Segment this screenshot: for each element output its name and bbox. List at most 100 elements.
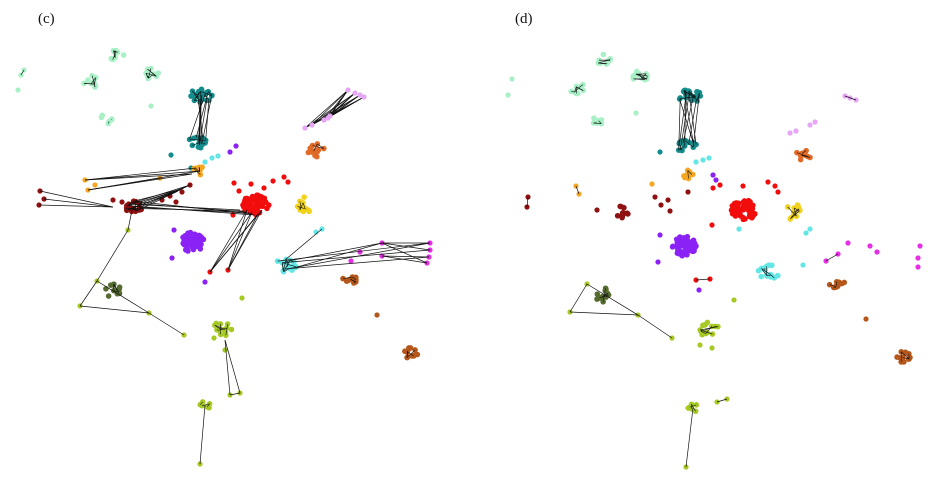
network-node [505, 92, 511, 98]
red-cluster-node [261, 196, 267, 203]
network-edge [598, 59, 609, 64]
purple-cluster-node [689, 239, 696, 246]
network-edge [299, 202, 304, 210]
network-edge [576, 86, 584, 91]
purple-cluster-node [183, 239, 190, 246]
network-node [731, 297, 737, 303]
purple-cluster-node [182, 233, 188, 240]
orange-cluster [191, 164, 205, 178]
network-edge [312, 145, 324, 149]
red-cluster-node [732, 204, 739, 210]
network-node [202, 279, 208, 285]
network-edge [586, 283, 639, 316]
purple-cluster-node [683, 247, 690, 253]
network-edge [127, 209, 133, 231]
network-edge [214, 324, 221, 330]
network-edge [91, 77, 96, 84]
yellow-green-cluster-node [217, 331, 224, 338]
network-node [649, 181, 655, 187]
network-edge [761, 268, 768, 277]
network-node [652, 194, 658, 200]
network-edge [381, 242, 428, 264]
network-node [803, 230, 809, 236]
network-edge [194, 91, 201, 101]
network-edge [199, 404, 206, 465]
network-node [179, 189, 185, 195]
dark-red-cluster-node [624, 210, 630, 216]
red-cluster-node [750, 212, 757, 219]
network-node [685, 189, 691, 195]
brown-cluster [340, 274, 359, 286]
network-edge [593, 122, 602, 124]
network-edge [526, 196, 529, 208]
purple-cluster [669, 233, 699, 259]
network-edge [148, 68, 152, 79]
network-node [281, 174, 287, 180]
mint-cluster-node [580, 81, 586, 88]
network-node [169, 255, 175, 261]
purple-cluster-node [184, 246, 190, 253]
network-node [227, 149, 233, 155]
network-edge [201, 95, 213, 144]
dark-red-cluster-node [614, 212, 621, 219]
cyan-cluster [755, 262, 781, 281]
network-edge [692, 92, 700, 148]
network-node [706, 155, 712, 161]
orange-cluster-node [690, 171, 696, 178]
network-edge [202, 142, 206, 145]
network-edge [687, 170, 689, 179]
network-edge [787, 206, 797, 217]
network-edge [763, 268, 766, 271]
network-edge [381, 255, 430, 258]
network-edge [311, 92, 356, 126]
network-edge [209, 209, 263, 273]
network-edge [297, 206, 307, 210]
network-edge [793, 207, 800, 212]
network-edge [578, 84, 584, 88]
network-edge [691, 404, 696, 412]
purple-cluster-node [676, 250, 682, 257]
network-node [594, 207, 600, 213]
network-edge [684, 90, 687, 147]
network-edge [201, 403, 210, 406]
network-node [209, 155, 215, 161]
network-node [119, 199, 125, 205]
network-edge [214, 324, 225, 330]
network-edge [205, 100, 210, 141]
mint-cluster [143, 65, 162, 82]
network-edge [716, 398, 728, 403]
purple-cluster-node [685, 242, 691, 249]
network-node [261, 185, 267, 191]
network-edge [87, 177, 161, 191]
network-node [709, 222, 715, 228]
orange-brown-cluster-node [321, 145, 327, 152]
network-node [710, 185, 716, 191]
orange-brown-cluster-node [305, 149, 312, 156]
teal-cluster-top-node [198, 86, 205, 93]
network-node [357, 249, 363, 255]
network-node [215, 153, 221, 159]
red-cluster-node [732, 213, 739, 219]
mint-cluster-node [120, 52, 127, 58]
network-edge [599, 294, 609, 299]
brown-cluster-node [838, 280, 845, 287]
mint-cluster-node [92, 74, 99, 81]
gold-cluster [294, 194, 313, 215]
gold-cluster [784, 202, 803, 222]
network-edge [93, 81, 96, 88]
dark-red-cluster [614, 203, 631, 221]
network-edge [79, 280, 98, 307]
network-edge [350, 278, 356, 283]
teal-cluster-bottom [186, 134, 209, 151]
teal-cluster-bottom-node [195, 144, 202, 150]
olive-cluster [594, 285, 612, 305]
teal-cluster-top-node [694, 88, 700, 95]
cyan-cluster-node [758, 273, 764, 280]
network-node [915, 264, 921, 270]
purple-cluster-node [669, 244, 676, 250]
mint-cluster [108, 47, 127, 63]
network-edge [283, 268, 290, 272]
network-edge [200, 91, 212, 96]
red-cluster-node [748, 203, 755, 210]
